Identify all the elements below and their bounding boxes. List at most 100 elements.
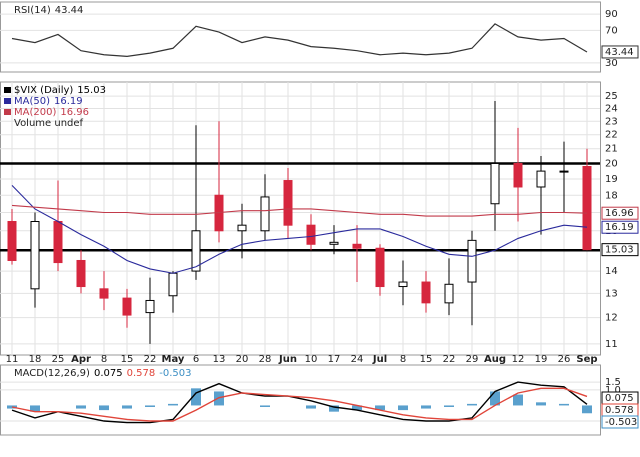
x-tick-label: 24 — [351, 354, 364, 365]
legend-entry: $VIX (Daily) 15.03 — [14, 85, 106, 96]
histogram-bar — [76, 405, 86, 409]
x-tick-label: Apr — [71, 354, 91, 365]
candle-body — [444, 283, 454, 304]
panel-title: RSI(14) 43.44 — [14, 5, 83, 16]
x-tick-label: 29 — [466, 354, 479, 365]
y-tick-label: 22 — [605, 130, 618, 141]
value-tag — [601, 206, 639, 220]
moving-average-line — [11, 184, 588, 274]
histogram-bar — [559, 403, 569, 406]
candle-body — [237, 224, 247, 232]
x-tick-label: 19 — [535, 354, 548, 365]
x-tick-label: 6 — [193, 354, 199, 365]
candle-body — [582, 165, 592, 251]
histogram-bar — [260, 405, 270, 407]
candle-body — [53, 221, 63, 264]
candle-body — [7, 221, 17, 261]
candle-body — [283, 180, 293, 226]
y-tick-label: 1.0 — [605, 385, 621, 396]
histogram-bar — [490, 391, 500, 406]
x-tick-label: 11 — [6, 354, 19, 365]
candle-body — [122, 297, 132, 316]
value-tag-label: 16.19 — [605, 222, 634, 233]
x-tick-label: 10 — [305, 354, 318, 365]
candle-body — [30, 221, 40, 290]
candle-body — [490, 162, 500, 205]
legend-swatch — [4, 98, 11, 104]
y-tick-label: 23 — [605, 116, 618, 127]
y-tick-label: 25 — [605, 91, 618, 102]
histogram-bar — [398, 405, 408, 411]
y-tick-label: 19 — [605, 174, 618, 185]
value-tag-label: 43.44 — [605, 47, 634, 58]
value-tag-label: -0.503 — [605, 417, 637, 428]
y-tick-label: 21 — [605, 144, 618, 155]
legend-value: 15.03 — [77, 85, 106, 96]
value-tag — [601, 243, 639, 257]
y-tick-label: 18 — [605, 190, 618, 201]
x-tick-label: 22 — [144, 354, 157, 365]
x-tick-label: Jun — [278, 354, 297, 365]
candle-body — [99, 288, 109, 299]
title-value: 0.075 — [94, 368, 123, 379]
title-value: -0.503 — [159, 368, 191, 379]
histogram-bar — [122, 405, 132, 409]
macd-line — [11, 387, 588, 422]
legend-swatch — [4, 87, 11, 93]
x-tick-label: 15 — [121, 354, 134, 365]
y-tick-label: 14 — [605, 266, 618, 277]
y-tick-label: 13 — [605, 288, 618, 299]
x-tick-label: 26 — [558, 354, 571, 365]
histogram-bar — [536, 402, 546, 406]
x-tick-label: 8 — [101, 354, 107, 365]
candle-body — [536, 170, 546, 188]
title-text: MACD(12,26,9) — [14, 368, 90, 379]
candle-body — [513, 162, 523, 188]
candle-body — [352, 243, 362, 249]
x-tick-label: 20 — [236, 354, 249, 365]
x-tick-label: May — [162, 354, 185, 365]
value-tag — [601, 45, 639, 59]
legend-swatch — [4, 109, 11, 115]
histogram-bar — [306, 405, 316, 409]
y-tick-label: 1.5 — [605, 377, 621, 388]
panel-frame — [0, 364, 601, 436]
histogram-bar — [145, 405, 155, 407]
x-tick-label: Jul — [372, 354, 387, 365]
value-tag-label: 16.96 — [605, 208, 634, 219]
x-tick-label: Aug — [484, 354, 506, 365]
candle-body — [375, 247, 385, 288]
legend-entry: MA(200) 16.96 — [14, 107, 89, 118]
candle-body — [559, 170, 569, 173]
legend-name: MA(200) — [14, 107, 56, 118]
y-tick-label: 11 — [605, 339, 618, 350]
y-tick-label: 30 — [605, 58, 618, 69]
candle-body — [467, 239, 477, 283]
panel-frame — [0, 81, 601, 356]
legend-value: 16.19 — [54, 96, 83, 107]
y-tick-label: 12 — [605, 313, 618, 324]
value-tag — [601, 415, 639, 429]
legend-name: $VIX (Daily) — [14, 85, 73, 96]
panel-frame — [0, 1, 601, 73]
title-value: 0.578 — [127, 368, 156, 379]
histogram-bar — [375, 405, 385, 411]
histogram-bar — [421, 405, 431, 409]
legend-entry: Volume undef — [14, 118, 84, 129]
x-tick-label: 22 — [443, 354, 456, 365]
value-tag-label: 0.075 — [605, 393, 634, 404]
y-tick-label: 20 — [605, 158, 618, 169]
candle-body — [306, 224, 316, 245]
histogram-bar — [329, 405, 339, 412]
value-tag-label: 0.578 — [605, 405, 634, 416]
moving-average-line — [11, 204, 588, 217]
histogram-bar — [467, 403, 477, 406]
candle-body — [145, 299, 155, 314]
histogram-bar — [30, 405, 40, 412]
candle-body — [191, 230, 201, 272]
candle-body — [329, 241, 339, 245]
x-tick-label: 15 — [420, 354, 433, 365]
y-tick-label: 70 — [605, 25, 618, 36]
legend-name: MA(50) — [14, 96, 50, 107]
